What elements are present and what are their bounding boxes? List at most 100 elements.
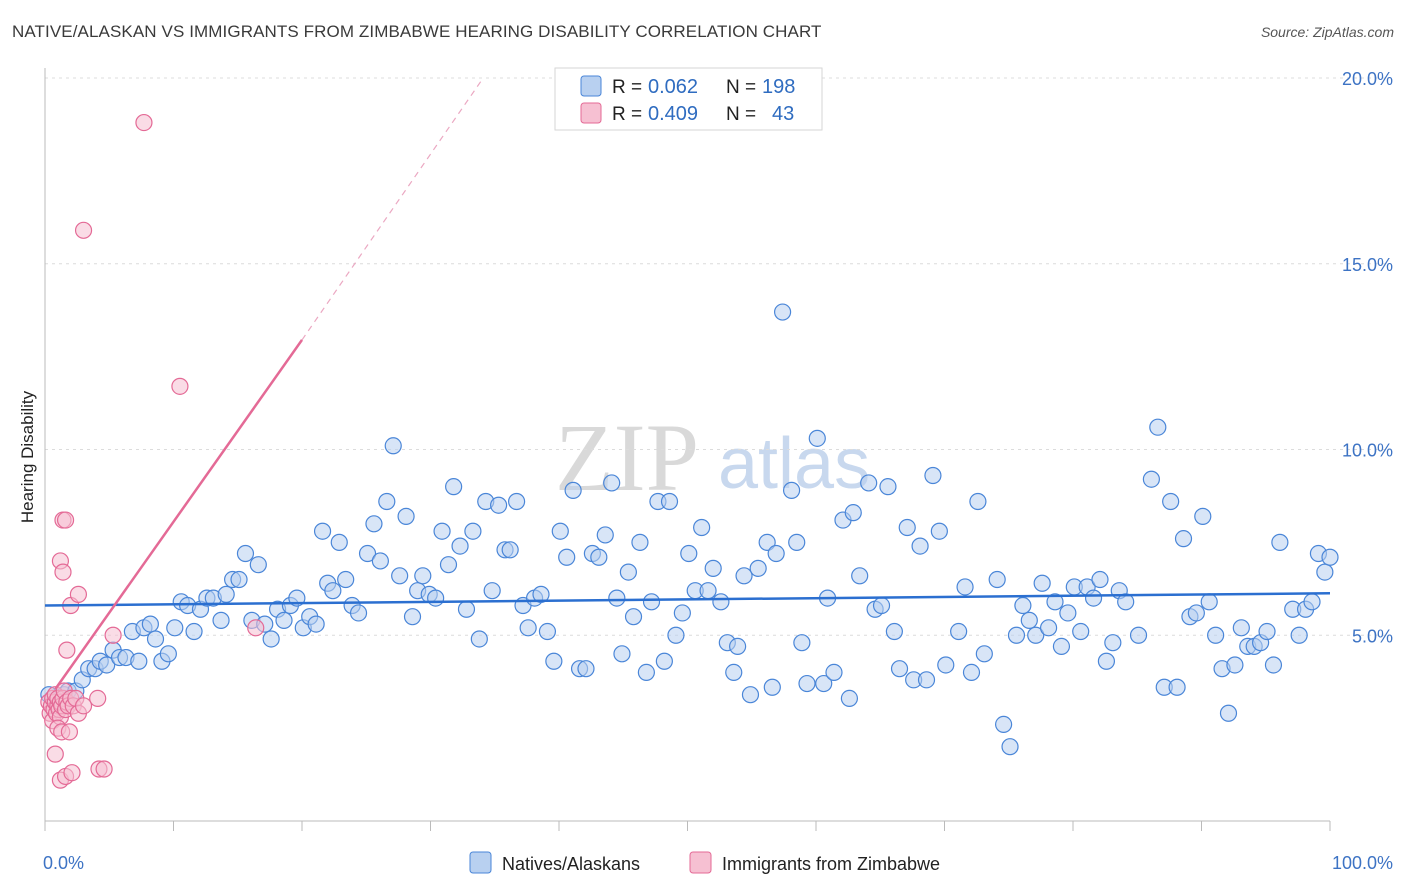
- native-point-153: [1007, 626, 1026, 644]
- native-point-143: [930, 522, 948, 540]
- y-axis-title: Hearing Disability: [18, 390, 37, 523]
- native-point-176: [1168, 678, 1186, 696]
- x-axis-ticks: [44, 821, 1331, 831]
- native-point-54: [371, 552, 389, 570]
- zimbabwe-point-35: [54, 563, 72, 581]
- native-point-113: [735, 567, 753, 585]
- native-point-67: [451, 537, 469, 555]
- native-point-185: [1226, 656, 1244, 674]
- native-point-177: [1174, 530, 1193, 548]
- native-point-29: [212, 611, 230, 629]
- native-point-159: [1046, 593, 1064, 611]
- native-point-194: [1290, 626, 1308, 644]
- native-point-82: [545, 652, 563, 670]
- zimbabwe-point-41: [74, 221, 93, 239]
- legend-r-value-blue: 0.062: [648, 76, 698, 98]
- x-tick-label-max: 100.0%: [1332, 853, 1393, 873]
- native-point-122: [793, 634, 811, 652]
- native-point-173: [1149, 418, 1167, 436]
- native-point-98: [642, 593, 661, 611]
- native-point-144: [937, 656, 955, 674]
- native-point-83: [551, 522, 569, 540]
- y-tick-label-5: 5.0%: [1352, 626, 1393, 646]
- native-point-132: [860, 474, 878, 492]
- legend-n-value-pink: 43: [772, 103, 794, 125]
- native-point-191: [1264, 656, 1283, 674]
- zimbabwe-point-45: [171, 377, 189, 395]
- y-tick-label-10: 10.0%: [1342, 441, 1393, 461]
- zimbabwe-point-37: [56, 511, 75, 529]
- native-point-154: [1014, 596, 1032, 615]
- native-point-124: [808, 429, 826, 447]
- native-point-108: [704, 559, 722, 577]
- native-point-102: [667, 626, 685, 644]
- native-point-112: [729, 637, 747, 655]
- native-point-109: [712, 593, 730, 611]
- native-point-68: [457, 600, 476, 618]
- stats-legend: R = 0.062 N = 198 R = 0.409 N = 43: [554, 67, 823, 131]
- native-point-115: [749, 559, 767, 577]
- zimbabwe-point-44: [135, 113, 153, 132]
- native-point-129: [840, 689, 859, 708]
- native-point-53: [365, 515, 383, 533]
- native-point-127: [825, 663, 843, 682]
- y-tick-label-15: 15.0%: [1342, 255, 1393, 275]
- legend-r-label-blue: R =: [612, 77, 642, 98]
- native-point-180: [1194, 507, 1212, 525]
- legend-n-label-pink: N =: [726, 104, 756, 125]
- native-point-96: [631, 533, 649, 551]
- native-point-186: [1232, 619, 1250, 637]
- native-point-130: [844, 504, 862, 522]
- native-point-21: [159, 645, 177, 663]
- native-point-107: [699, 582, 717, 600]
- native-point-123: [798, 674, 816, 693]
- native-point-179: [1187, 604, 1205, 622]
- native-point-160: [1052, 637, 1071, 655]
- legend-swatch-pink: [580, 102, 602, 124]
- native-point-198: [1316, 563, 1334, 581]
- native-point-100: [655, 652, 673, 670]
- native-point-166: [1091, 570, 1109, 589]
- native-point-87: [577, 660, 595, 678]
- native-point-184: [1219, 704, 1238, 722]
- native-point-168: [1104, 634, 1122, 652]
- zimbabwe-point-38: [58, 641, 76, 659]
- native-point-64: [433, 522, 451, 540]
- bottom-legend-swatch-blue: [469, 851, 492, 874]
- native-point-165: [1084, 589, 1103, 607]
- bottom-legend-swatch-pink: [689, 851, 712, 874]
- native-point-192: [1271, 533, 1289, 551]
- zimbabwe-point-42: [89, 689, 107, 708]
- native-point-90: [596, 526, 614, 544]
- source-label: Source: ZipAtlas.com: [1260, 24, 1394, 40]
- native-point-148: [969, 492, 987, 511]
- native-point-104: [680, 544, 698, 563]
- zimbabwe-point-24: [74, 697, 93, 715]
- native-point-118: [767, 544, 785, 563]
- native-point-55: [378, 492, 396, 511]
- native-point-58: [397, 507, 415, 525]
- native-point-155: [1020, 611, 1038, 629]
- bottom-legend: Natives/Alaskans Immigrants from Zimbabw…: [469, 851, 940, 874]
- native-point-181: [1200, 593, 1218, 611]
- native-point-73: [490, 496, 508, 514]
- native-point-131: [851, 567, 869, 585]
- native-point-33: [236, 544, 255, 563]
- native-point-32: [230, 570, 248, 589]
- native-point-116: [758, 533, 776, 551]
- native-point-47: [324, 582, 342, 600]
- native-point-147: [962, 663, 981, 682]
- native-point-95: [624, 608, 643, 626]
- native-point-158: [1039, 619, 1058, 637]
- native-point-170: [1117, 593, 1135, 611]
- native-point-199: [1321, 548, 1339, 566]
- native-point-196: [1303, 593, 1321, 611]
- trend-line-natives: [44, 592, 1331, 607]
- native-point-16: [130, 652, 148, 670]
- native-point-119: [773, 303, 792, 321]
- native-point-85: [564, 481, 582, 499]
- zimbabwe-point-31: [63, 764, 81, 782]
- native-point-106: [693, 518, 711, 537]
- native-point-11: [98, 656, 116, 674]
